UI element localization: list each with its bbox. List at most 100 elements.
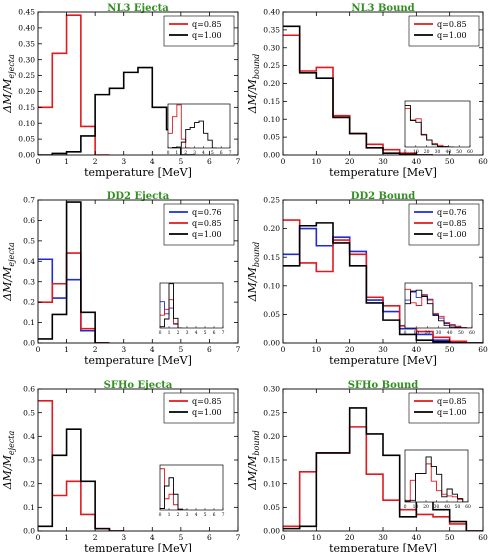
y-tick-label: 0.0 — [23, 527, 35, 536]
x-tick-label: 2 — [93, 157, 98, 166]
y-axis-label: ΔM/Mejecta — [1, 430, 16, 490]
inset-x-tick-label: 1 — [175, 150, 178, 156]
inset-x-tick-label: 10 — [413, 330, 419, 336]
y-tick-label: 0.25 — [263, 61, 280, 70]
legend: q=0.76 q=0.85 q=1.00 — [408, 203, 480, 246]
x-axis-label: temperature [MeV] — [329, 354, 437, 367]
series-group — [283, 407, 483, 531]
inset-x-tick-label: 0 — [404, 330, 407, 336]
y-tick-label: 0.2 — [23, 298, 35, 307]
panel-title: DD2 Bound — [351, 191, 415, 202]
x-axis-label: temperature [MeV] — [84, 354, 192, 367]
y-tick-label: 0.4 — [23, 432, 35, 441]
y-tick-label: 0.00 — [263, 527, 280, 536]
inset-x-tick-label: 60 — [465, 504, 471, 510]
legend-box — [163, 15, 235, 47]
x-tick-label: 30 — [378, 157, 388, 166]
legend-entry: q=0.85 — [192, 20, 222, 29]
y-tick-label: 0.05 — [18, 135, 35, 144]
x-tick-label: 4 — [150, 157, 155, 166]
panel-title: SFHo Bound — [348, 380, 419, 391]
y-tick-label: 0.1 — [23, 318, 35, 327]
y-axis-label: ΔM/Mbound — [246, 54, 261, 115]
legend-entry: q=0.85 — [192, 397, 222, 406]
inset-x-tick-label: 6 — [220, 150, 223, 156]
x-tick-label: 20 — [345, 157, 355, 166]
x-tick-label: 0 — [36, 157, 41, 166]
legend-entry: q=0.85 — [192, 219, 222, 228]
x-tick-label: 2 — [93, 533, 98, 542]
x-tick-label: 3 — [121, 157, 126, 166]
y-tick-label: 0.40 — [263, 8, 280, 17]
legend-entry: q=0.85 — [437, 219, 467, 228]
legend-entry: q=1.00 — [437, 230, 467, 239]
inset-x-tick-label: 3 — [186, 512, 189, 518]
x-tick-label: 6 — [207, 345, 212, 354]
inset-x-tick-label: 0 — [404, 149, 407, 155]
inset-x-tick-label: 2 — [184, 150, 187, 156]
y-tick-label: 0.25 — [263, 196, 280, 205]
y-tick-label: 0.1 — [23, 503, 35, 512]
inset-series-line-q=1.00 — [160, 283, 183, 328]
inset-x-tick-label: 2 — [177, 512, 180, 518]
panel-title: DD2 Ejecta — [107, 191, 170, 202]
series-line-q=0.85 — [38, 252, 110, 343]
x-tick-label: 10 — [312, 345, 322, 354]
legend-entry: q=1.00 — [192, 408, 222, 417]
inset-x-tick-label: 50 — [458, 330, 464, 336]
x-tick-label: 0 — [281, 345, 286, 354]
series-line-q=0.76 — [38, 258, 110, 343]
y-tick-label: 0.25 — [18, 71, 35, 80]
panel-2: NL3 Bound 0 10 20 30 40 50 60 0.00 0.05 0.10 0.15 0.… — [246, 3, 488, 179]
inset-x-tick-label: 1 — [168, 330, 171, 336]
x-tick-label: 40 — [412, 345, 422, 354]
inset-series-line-q=0.85 — [168, 104, 191, 148]
x-tick-label: 7 — [236, 157, 241, 166]
inset-x-tick-label: 4 — [195, 330, 198, 336]
y-tick-label: 0.00 — [263, 151, 280, 160]
inset-x-tick-label: 0 — [167, 150, 170, 156]
y-tick-label: 0.25 — [263, 408, 280, 417]
x-tick-label: 30 — [378, 345, 388, 354]
legend: q=0.85 q=1.00 — [408, 15, 480, 47]
y-tick-label: 0.30 — [18, 55, 35, 64]
x-tick-label: 0 — [281, 157, 286, 166]
y-tick-label: 0.30 — [263, 43, 280, 52]
y-tick-label: 0.35 — [18, 39, 35, 48]
x-tick-label: 3 — [121, 345, 126, 354]
legend-box — [163, 203, 235, 246]
x-tick-label: 10 — [312, 157, 322, 166]
panel-title: NL3 Ejecta — [107, 3, 169, 14]
inset-x-tick-label: 2 — [177, 330, 180, 336]
y-tick-label: 0.10 — [263, 479, 280, 488]
inset-x-tick-label: 50 — [455, 504, 461, 510]
x-tick-label: 2 — [93, 345, 98, 354]
inset-x-tick-label: 20 — [423, 504, 429, 510]
legend: q=0.76 q=0.85 q=1.00 — [163, 203, 235, 246]
legend: q=0.85 q=1.00 — [163, 15, 235, 47]
inset-x-tick-label: 5 — [204, 512, 207, 518]
x-tick-label: 5 — [178, 157, 183, 166]
inset-x-tick-label: 60 — [467, 149, 473, 155]
inset-series-line-q=1.00 — [405, 289, 472, 328]
y-tick-label: 0.2 — [23, 479, 35, 488]
series-line-q=0.85 — [38, 14, 110, 155]
x-tick-label: 30 — [378, 533, 388, 542]
y-tick-label: 0.05 — [263, 310, 280, 319]
inset-x-tick-label: 5 — [204, 330, 207, 336]
x-tick-label: 60 — [478, 157, 488, 166]
legend-entry: q=0.85 — [437, 397, 467, 406]
legend: q=0.85 q=1.00 — [163, 392, 235, 424]
panel-title: NL3 Bound — [351, 3, 414, 14]
x-axis-label: temperature [MeV] — [84, 542, 192, 552]
x-tick-label: 5 — [178, 533, 183, 542]
y-tick-label: 0.10 — [263, 115, 280, 124]
legend-entry: q=0.85 — [437, 20, 467, 29]
legend-box — [408, 203, 480, 246]
series-line-q=1.00 — [283, 222, 483, 343]
x-tick-label: 6 — [207, 533, 212, 542]
inset-plot: 0 10 20 30 40 50 60 — [404, 100, 473, 155]
inset-x-tick-label: 6 — [213, 512, 216, 518]
